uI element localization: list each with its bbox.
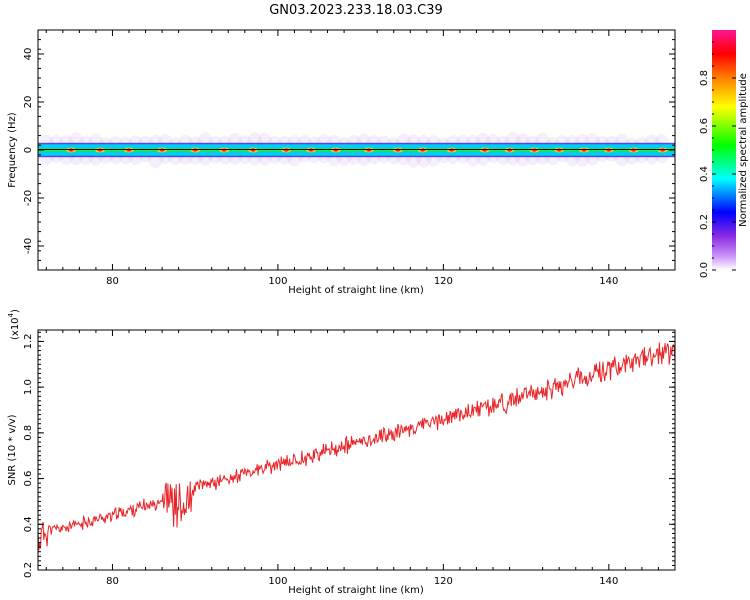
colorbar: 0.0 0.2 0.4 0.6 0.8 Normalized spectral ampl…: [699, 30, 749, 278]
y-tick-label: 1.0: [23, 379, 34, 395]
x-tick-label: 140: [599, 576, 618, 587]
figure-title: GN03.2023.233.18.03.C39: [269, 3, 443, 18]
y-tick-label: 0: [23, 147, 34, 153]
x-tick-label: 140: [599, 276, 618, 287]
x-tick-label: 120: [434, 576, 453, 587]
y-tick-label: 0.2: [23, 562, 34, 578]
snr-ylabel: SNR (10 * v/v): [7, 414, 18, 485]
x-tick-label: 100: [268, 576, 287, 587]
colorbar-tick-label: 0.8: [699, 70, 710, 86]
y-tick-label: -20: [23, 190, 34, 206]
colorbar-tick-label: 0.2: [699, 214, 710, 230]
spectrogram-xlabel: Height of straight line (km): [288, 285, 424, 296]
snr-frame: [37, 329, 676, 571]
x-tick-label: 120: [434, 276, 453, 287]
y-tick-label: 0.4: [23, 516, 34, 532]
x-tick-label: 80: [106, 576, 119, 587]
y-tick-label: 0.8: [23, 425, 34, 441]
spectrogram-axes: 80 100 120 140 -40 -20 0 20 40: [23, 29, 676, 287]
snr-series-line: [38, 342, 675, 551]
colorbar-tick-label: 0.0: [699, 262, 710, 278]
snr-scale-close: ): [10, 309, 21, 313]
colorbar-axis: 0.0 0.2 0.4 0.6 0.8: [699, 41, 736, 278]
colorbar-tick-label: 0.4: [699, 166, 710, 182]
spectrogram-ylabel: Frequency (Hz): [7, 112, 18, 188]
snr-scale-prefix: (x10: [10, 317, 21, 340]
colorbar-label: Normalized spectral amplitude: [738, 73, 749, 227]
x-tick-label: 100: [268, 276, 287, 287]
spectrogram-panel: 80 100 120 140 -40 -20 0 20 40 Height of straigh…: [7, 29, 676, 296]
svg-text:(x104): (x104): [7, 309, 21, 340]
snr-axes: 80 100 120 140 0.2 0.4 0.6 0.8 1.0 1.2: [23, 330, 676, 587]
y-tick-label: -40: [23, 238, 34, 254]
spectrogram-marks: [38, 131, 675, 169]
snr-marks: [38, 342, 675, 551]
x-tick-label: 80: [106, 276, 119, 287]
snr-scale-label: (x104): [7, 309, 21, 340]
y-tick-label: 0.6: [23, 471, 34, 487]
y-tick-label: 20: [23, 96, 34, 109]
y-tick-label: 40: [23, 48, 34, 61]
y-tick-label: 1.2: [23, 333, 34, 349]
snr-panel: 80 100 120 140 0.2 0.4 0.6 0.8 1.0 1.2 Height of …: [7, 309, 676, 596]
snr-xlabel: Height of straight line (km): [288, 585, 424, 596]
snr-scale-exponent: 4: [7, 312, 15, 317]
colorbar-gradient: [712, 30, 736, 270]
colorbar-tick-label: 0.6: [699, 118, 710, 134]
